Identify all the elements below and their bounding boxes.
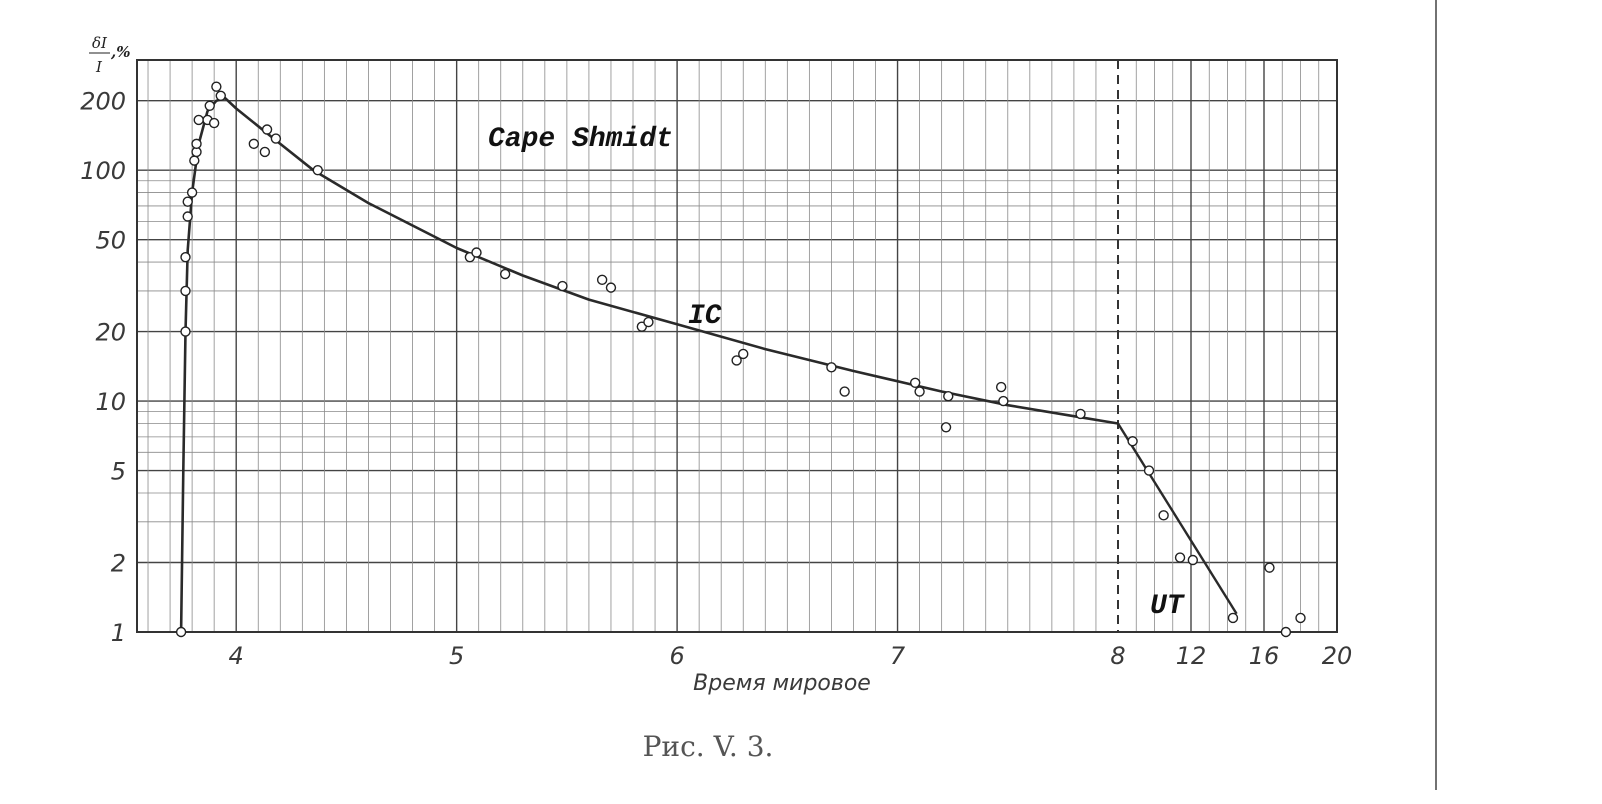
data-point-ic (826, 362, 837, 373)
plot-frame (136, 59, 1338, 633)
data-point-ic (215, 90, 226, 101)
data-point-ic (180, 326, 191, 337)
data-point-ut (1280, 626, 1292, 638)
y-tick-label: 5 (111, 458, 126, 486)
y-label-numerator: δI (92, 34, 108, 52)
data-point-ic (180, 251, 191, 263)
data-point-ic (182, 211, 193, 222)
data-point-ic (189, 155, 200, 166)
y-tick-label: 1 (111, 619, 126, 647)
data-point-ut (1295, 612, 1306, 624)
y-tick-label: 50 (95, 227, 126, 255)
data-point-ic (995, 381, 1007, 393)
ut-curve (1116, 422, 1238, 615)
data-point-ic (731, 355, 742, 366)
data-point-ic (909, 377, 921, 389)
data-point-ic (180, 285, 191, 297)
y-tick-label: 200 (80, 88, 126, 116)
annotation-ut: UT (1150, 591, 1186, 622)
data-point-ic (208, 117, 220, 129)
data-point-ic (557, 280, 568, 292)
data-point-ic (191, 138, 202, 150)
data-point-ic (193, 114, 204, 126)
data-point-ut (1174, 552, 1186, 563)
data-point-ic (186, 187, 198, 198)
data-point-ut (1187, 554, 1199, 566)
data-point-ic (1075, 408, 1086, 420)
data-points (175, 81, 1306, 638)
x-tick-label: 12 (1176, 642, 1207, 670)
data-point-ic (643, 316, 654, 328)
y-label-denominator: I (95, 58, 103, 76)
x-tick-label: 4 (229, 642, 244, 670)
x-tick-label: 16 (1249, 642, 1280, 670)
x-tick-label: 7 (890, 642, 906, 670)
data-point-ic (248, 138, 260, 150)
data-point-ic (738, 348, 749, 360)
y-tick-label: 100 (80, 157, 126, 185)
figure-caption: Рис. V. 3. (643, 730, 774, 763)
data-point-ut (1158, 510, 1169, 521)
grid (137, 59, 1337, 633)
data-point-ut (1227, 612, 1239, 624)
data-point-ic (596, 274, 608, 286)
data-point-ut (1127, 436, 1138, 447)
data-point-ic (175, 626, 187, 638)
y-tick-label: 2 (111, 549, 126, 577)
x-tick-label: 5 (449, 642, 464, 670)
y-label-unit: ,% (110, 43, 130, 61)
data-point-ut (1264, 562, 1275, 573)
x-tick-label: 6 (669, 642, 684, 670)
x-tick-label: 20 (1322, 642, 1353, 670)
annotation-cape-shmidt: Cape Shmidt (488, 124, 673, 155)
data-point-ic (204, 100, 215, 112)
data-point-ic (270, 133, 282, 144)
data-point-ic (211, 81, 222, 92)
data-point-ic (471, 247, 482, 258)
data-point-ic (940, 422, 952, 433)
data-point-ic (499, 268, 511, 280)
x-tick-label: 8 (1110, 642, 1125, 670)
data-point-ic (259, 146, 271, 158)
data-point-ic (312, 164, 323, 176)
annotation-ic: IC (688, 301, 722, 332)
y-axis-label: δI,% I (92, 34, 130, 76)
data-point-ic (605, 282, 617, 293)
ic-curve (179, 96, 1119, 633)
data-point-ic (839, 386, 850, 397)
data-point-ic (914, 386, 925, 397)
data-point-ic (182, 196, 193, 207)
x-axis-label: Время мировое (693, 671, 871, 696)
y-tick-label: 20 (95, 319, 126, 347)
data-point-ic (261, 124, 273, 135)
data-point-ut (1143, 465, 1155, 476)
data-point-ic (998, 395, 1009, 407)
data-point-ic (943, 390, 954, 402)
y-tick-label: 10 (95, 388, 126, 416)
